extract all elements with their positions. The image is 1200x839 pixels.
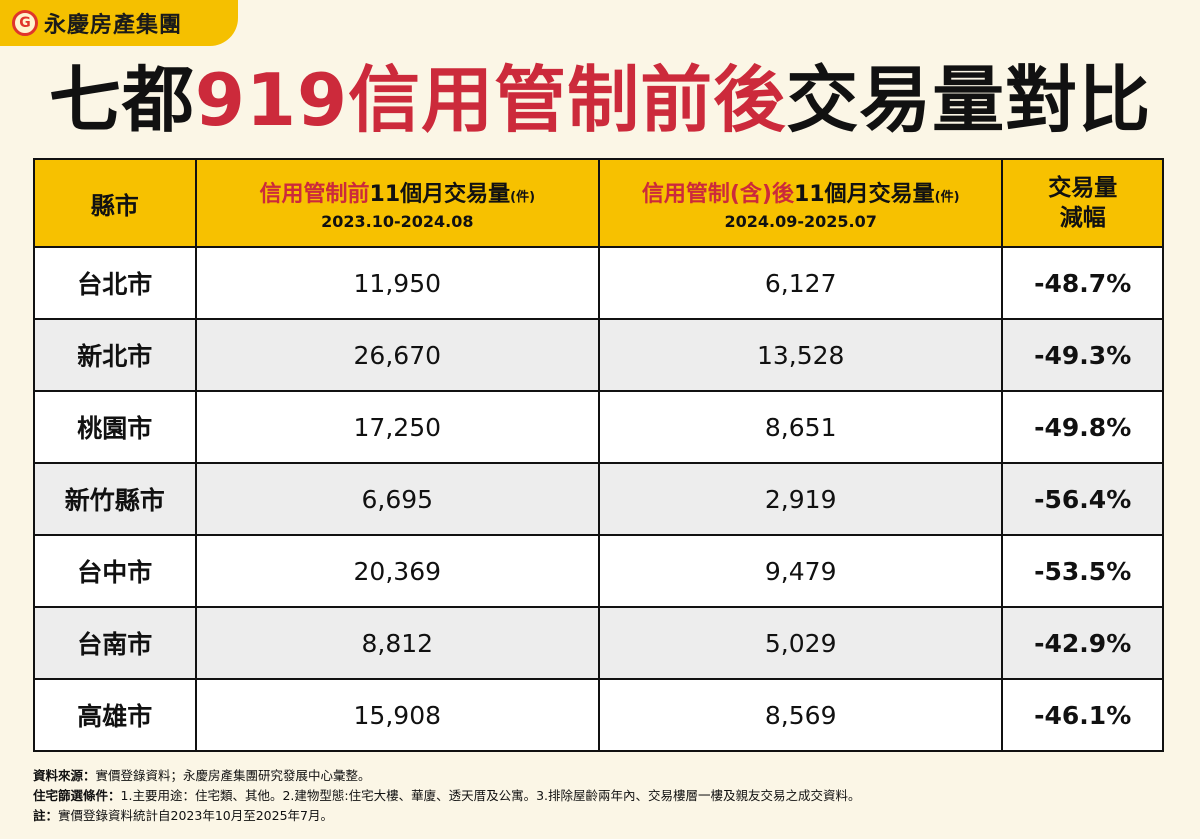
city-cell: 新竹縣市 [33, 462, 197, 536]
city-cell: 台北市 [33, 246, 197, 320]
header-before: 信用管制前11個月交易量(件) 2023.10-2024.08 [194, 158, 600, 248]
header-city: 縣市 [33, 158, 197, 248]
header-change-line-1: 交易量 [1048, 175, 1118, 201]
after-count-cell: 6,127 [597, 246, 1004, 320]
header-after: 信用管制(含)後11個月交易量(件) 2024.09-2025.07 [597, 158, 1004, 248]
circle-g-logo-icon: G [12, 10, 38, 36]
before-count-cell: 6,695 [194, 462, 600, 536]
header-city-label: 縣市 [90, 191, 139, 220]
after-count-cell: 2,919 [597, 462, 1004, 536]
after-count-cell: 13,528 [597, 318, 1004, 392]
after-count-cell: 9,479 [597, 534, 1004, 608]
brand-banner: G 永慶房產集團 [0, 0, 238, 46]
city-cell: 桃園市 [33, 390, 197, 464]
header-after-unit: (件) [934, 189, 960, 205]
table-row: 新竹縣市 6,695 2,919 -56.4% [33, 462, 1164, 536]
header-before-rest: 11個月交易量 [369, 181, 511, 207]
change-percent-cell: -49.3% [1001, 318, 1164, 392]
table-body: 台北市 11,950 6,127 -48.7% 新北市 26,670 13,528 -49.3… [33, 246, 1164, 752]
after-count-cell: 5,029 [597, 606, 1004, 680]
change-percent-cell: -56.4% [1001, 462, 1164, 536]
before-count-cell: 26,670 [194, 318, 600, 392]
footnote-remark-text: 實價登錄資料統計自2023年10月至2025年7月。 [58, 808, 333, 823]
city-cell: 高雄市 [33, 678, 197, 752]
change-percent-cell: -42.9% [1001, 606, 1164, 680]
header-after-main: 信用管制(含)後 [641, 181, 794, 207]
before-count-cell: 8,812 [194, 606, 600, 680]
page-title: 七都919信用管制前後交易量對比 [0, 58, 1200, 142]
footnote-criteria: 住宅篩選條件：1.主要用途：住宅類、其他。2.建物型態:住宅大樓、華廈、透天厝及… [33, 786, 1173, 806]
header-after-period: 2024.09-2025.07 [724, 211, 877, 231]
footnote-source: 資料來源：實價登錄資料；永慶房產集團研究發展中心彙整。 [33, 766, 1173, 786]
title-part-1: 七都 [48, 58, 195, 142]
after-count-cell: 8,569 [597, 678, 1004, 752]
footnote-remark: 註：實價登錄資料統計自2023年10月至2025年7月。 [33, 806, 1173, 826]
table-row: 桃園市 17,250 8,651 -49.8% [33, 390, 1164, 464]
title-part-3: 交易量對比 [786, 58, 1152, 142]
footnote-remark-label: 註： [33, 808, 59, 823]
header-before-unit: (件) [510, 189, 536, 205]
city-cell: 新北市 [33, 318, 197, 392]
after-count-cell: 8,651 [597, 390, 1004, 464]
footnotes: 資料來源：實價登錄資料；永慶房產集團研究發展中心彙整。 住宅篩選條件：1.主要用… [33, 766, 1173, 826]
header-before-main: 信用管制前 [259, 181, 370, 207]
brand-name: 永慶房產集團 [44, 13, 183, 38]
table-row: 台中市 20,369 9,479 -53.5% [33, 534, 1164, 608]
table-row: 台南市 8,812 5,029 -42.9% [33, 606, 1164, 680]
footnote-criteria-text: 1.主要用途：住宅類、其他。2.建物型態:住宅大樓、華廈、透天厝及公寓。3.排除… [120, 788, 861, 803]
table-row: 高雄市 15,908 8,569 -46.1% [33, 678, 1164, 752]
header-change: 交易量 減幅 [1001, 158, 1164, 248]
transaction-table: 縣市 信用管制前11個月交易量(件) 2023.10-2024.08 信用管制(… [33, 158, 1164, 752]
footnote-criteria-label: 住宅篩選條件： [33, 788, 121, 803]
header-change-line-2: 減幅 [1059, 205, 1106, 231]
header-after-rest: 11個月交易量 [794, 181, 935, 207]
before-count-cell: 11,950 [194, 246, 600, 320]
change-percent-cell: -48.7% [1001, 246, 1164, 320]
change-percent-cell: -46.1% [1001, 678, 1164, 752]
city-cell: 台南市 [33, 606, 197, 680]
footnote-source-text: 實價登錄資料；永慶房產集團研究發展中心彙整。 [95, 768, 371, 783]
change-percent-cell: -49.8% [1001, 390, 1164, 464]
before-count-cell: 15,908 [194, 678, 600, 752]
table-row: 台北市 11,950 6,127 -48.7% [33, 246, 1164, 320]
title-part-2: 919信用管制前後 [194, 58, 787, 142]
table-row: 新北市 26,670 13,528 -49.3% [33, 318, 1164, 392]
city-cell: 台中市 [33, 534, 197, 608]
header-before-period: 2023.10-2024.08 [321, 211, 474, 231]
before-count-cell: 20,369 [194, 534, 600, 608]
footnote-source-label: 資料來源： [33, 768, 96, 783]
before-count-cell: 17,250 [194, 390, 600, 464]
table-header-row: 縣市 信用管制前11個月交易量(件) 2023.10-2024.08 信用管制(… [33, 158, 1164, 248]
change-percent-cell: -53.5% [1001, 534, 1164, 608]
